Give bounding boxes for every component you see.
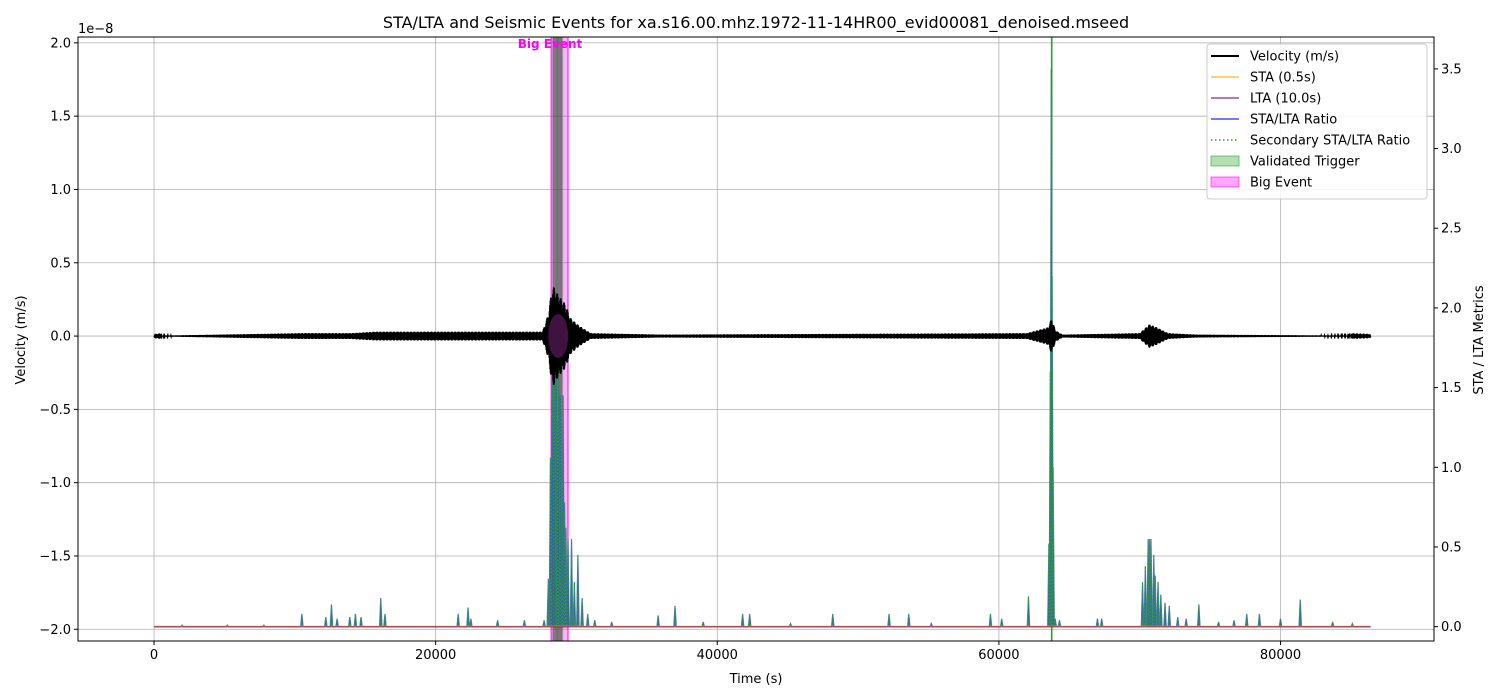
sta-lta-ratio-line [154, 68, 1371, 628]
legend-label: Big Event [1250, 176, 1312, 191]
right-tick-label: 0.5 [1441, 540, 1462, 555]
left-tick-label: 2.0 [50, 36, 71, 51]
left-tick-label: 0.0 [50, 330, 71, 345]
right-axis-ticks: 0.0 0.5 1.0 1.5 2.0 2.5 3.0 3.5 [1434, 62, 1462, 635]
left-axis-ticks: −2.0 −1.5 −1.0 −0.5 0.0 0.5 1.0 1.5 2.0 [39, 36, 78, 638]
velocity-line [153, 287, 1372, 385]
right-tick-label: 1.5 [1441, 381, 1462, 396]
legend-box [1206, 43, 1428, 200]
x-axis-label: Time (s) [729, 672, 783, 687]
right-tick-label: 3.5 [1441, 62, 1462, 77]
left-tick-label: 1.0 [50, 183, 71, 198]
legend-label: Velocity (m/s) [1250, 50, 1339, 65]
legend-label: STA/LTA Ratio [1250, 113, 1337, 128]
left-tick-label: −2.0 [39, 623, 71, 638]
legend-label: LTA (10.0s) [1250, 92, 1321, 107]
x-tick-label: 40000 [697, 648, 738, 663]
right-tick-label: 2.0 [1441, 301, 1462, 316]
right-tick-label: 3.0 [1441, 142, 1462, 157]
left-axis-label: Velocity (m/s) [14, 295, 29, 384]
sta-lta-ratio-fill [154, 68, 1371, 627]
x-tick-label: 60000 [978, 648, 1019, 663]
legend-label: Secondary STA/LTA Ratio [1250, 134, 1410, 149]
series [153, 68, 1372, 628]
right-tick-label: 0.0 [1441, 620, 1462, 635]
legend-swatch [1210, 155, 1240, 167]
big-event-annotation: Big Event [518, 37, 583, 51]
right-tick-label: 1.0 [1441, 461, 1462, 476]
left-tick-label: 0.5 [50, 256, 71, 271]
legend-label: Validated Trigger [1250, 155, 1360, 170]
x-tick-label: 20000 [415, 648, 456, 663]
legend: Velocity (m/s) STA (0.5s) LTA (10.0s) STA/L… [1206, 43, 1428, 200]
legend-label: STA (0.5s) [1250, 71, 1316, 86]
x-tick-label: 80000 [1260, 648, 1301, 663]
left-tick-label: −1.0 [39, 476, 71, 491]
left-axis-offset-label: 1e−8 [78, 22, 113, 37]
big-event-velocity-burst [548, 314, 569, 359]
legend-swatch [1210, 176, 1240, 188]
chart-title: STA/LTA and Seismic Events for xa.s16.00… [383, 13, 1129, 33]
right-tick-label: 2.5 [1441, 222, 1462, 237]
left-tick-label: −1.5 [39, 549, 71, 564]
event-bands [550, 36, 1053, 642]
x-tick-label: 0 [150, 648, 158, 663]
left-tick-label: 1.5 [50, 110, 71, 125]
x-axis-ticks: 0 20000 40000 60000 80000 [150, 641, 1301, 663]
secondary-sta-lta-ratio-line [154, 68, 1371, 628]
right-axis-label: STA / LTA Metrics [1472, 285, 1487, 395]
plot-frame [77, 36, 1435, 642]
left-tick-label: −0.5 [39, 403, 71, 418]
